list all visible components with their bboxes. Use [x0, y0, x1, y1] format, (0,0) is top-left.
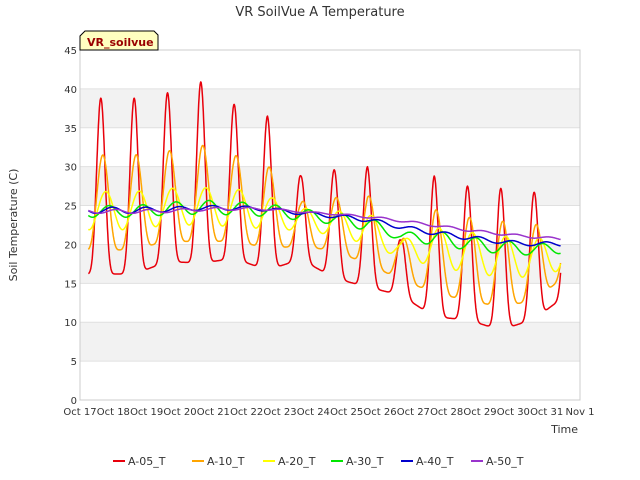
badge: VR_soilvue	[79, 30, 159, 51]
plot-frame	[79, 49, 581, 401]
series-line-a-30_t	[87, 199, 561, 256]
x-tick-label: Oct 26	[363, 407, 396, 418]
y-tick-labels: 0 5 10 15 20 25 30 35 40 45	[64, 46, 77, 407]
x-tick-label: Oct 20	[163, 407, 196, 418]
legend-label: A-50_T	[486, 455, 524, 468]
x-axis-label: Time	[550, 423, 578, 436]
legend-label: A-10_T	[207, 455, 245, 468]
x-tick-label: Oct 31	[530, 407, 563, 418]
x-tick-label: Oct 24	[297, 407, 330, 418]
legend-label: A-05_T	[128, 455, 166, 468]
x-tick-label: Oct 30	[497, 407, 530, 418]
series-line-a-40_t	[87, 204, 561, 247]
x-tick-label: Oct 28	[430, 407, 463, 418]
x-tick-label: Oct 18	[97, 407, 130, 418]
series-lines	[87, 81, 562, 327]
grid-band	[80, 166, 580, 206]
legend: A-05_T A-10_T A-20_T A-30_T A-40_T A-50_T	[113, 455, 524, 468]
x-tick-label: Oct 25	[330, 407, 363, 418]
chart-title: VR SoilVue A Temperature	[235, 5, 404, 20]
legend-label: A-40_T	[416, 455, 454, 468]
grid-band	[80, 88, 580, 128]
grid-band	[80, 322, 580, 362]
legend-label: A-30_T	[346, 455, 384, 468]
legend-label: A-20_T	[278, 455, 316, 468]
x-tick-label: Oct 21	[197, 407, 230, 418]
x-tick-label: Oct 19	[130, 407, 163, 418]
y-tick-label: 35	[64, 124, 77, 135]
x-tick-label: Nov 1	[565, 407, 594, 418]
x-tick-labels: Oct 17 Oct 18 Oct 19 Oct 20 Oct 21 Oct 22 Oct …	[63, 407, 594, 418]
y-tick-label: 40	[64, 85, 77, 96]
y-tick-label: 20	[64, 240, 77, 251]
y-tick-label: 5	[71, 357, 77, 368]
y-tick-label: 30	[64, 163, 77, 174]
x-tick-label: Oct 23	[263, 407, 296, 418]
x-tick-label: Oct 29	[463, 407, 496, 418]
y-tick-label: 15	[64, 279, 77, 290]
x-tick-label: Oct 17	[63, 407, 96, 418]
series-line-a-50_t	[87, 206, 561, 241]
series-line-a-10_t	[87, 144, 562, 305]
y-tick-label: 0	[71, 396, 77, 407]
series-line-a-20_t	[87, 187, 562, 278]
badge-label: VR_soilvue	[87, 36, 154, 49]
y-axis-label: Soil Temperature (C)	[7, 169, 20, 282]
x-tick-label: Oct 27	[397, 407, 430, 418]
y-tick-label: 45	[64, 46, 77, 57]
series-line-a-05_t	[87, 81, 562, 327]
badge-box	[79, 30, 159, 51]
y-tick-label: 10	[64, 318, 77, 329]
x-tick-label: Oct 22	[230, 407, 263, 418]
y-tick-label: 25	[64, 202, 77, 213]
